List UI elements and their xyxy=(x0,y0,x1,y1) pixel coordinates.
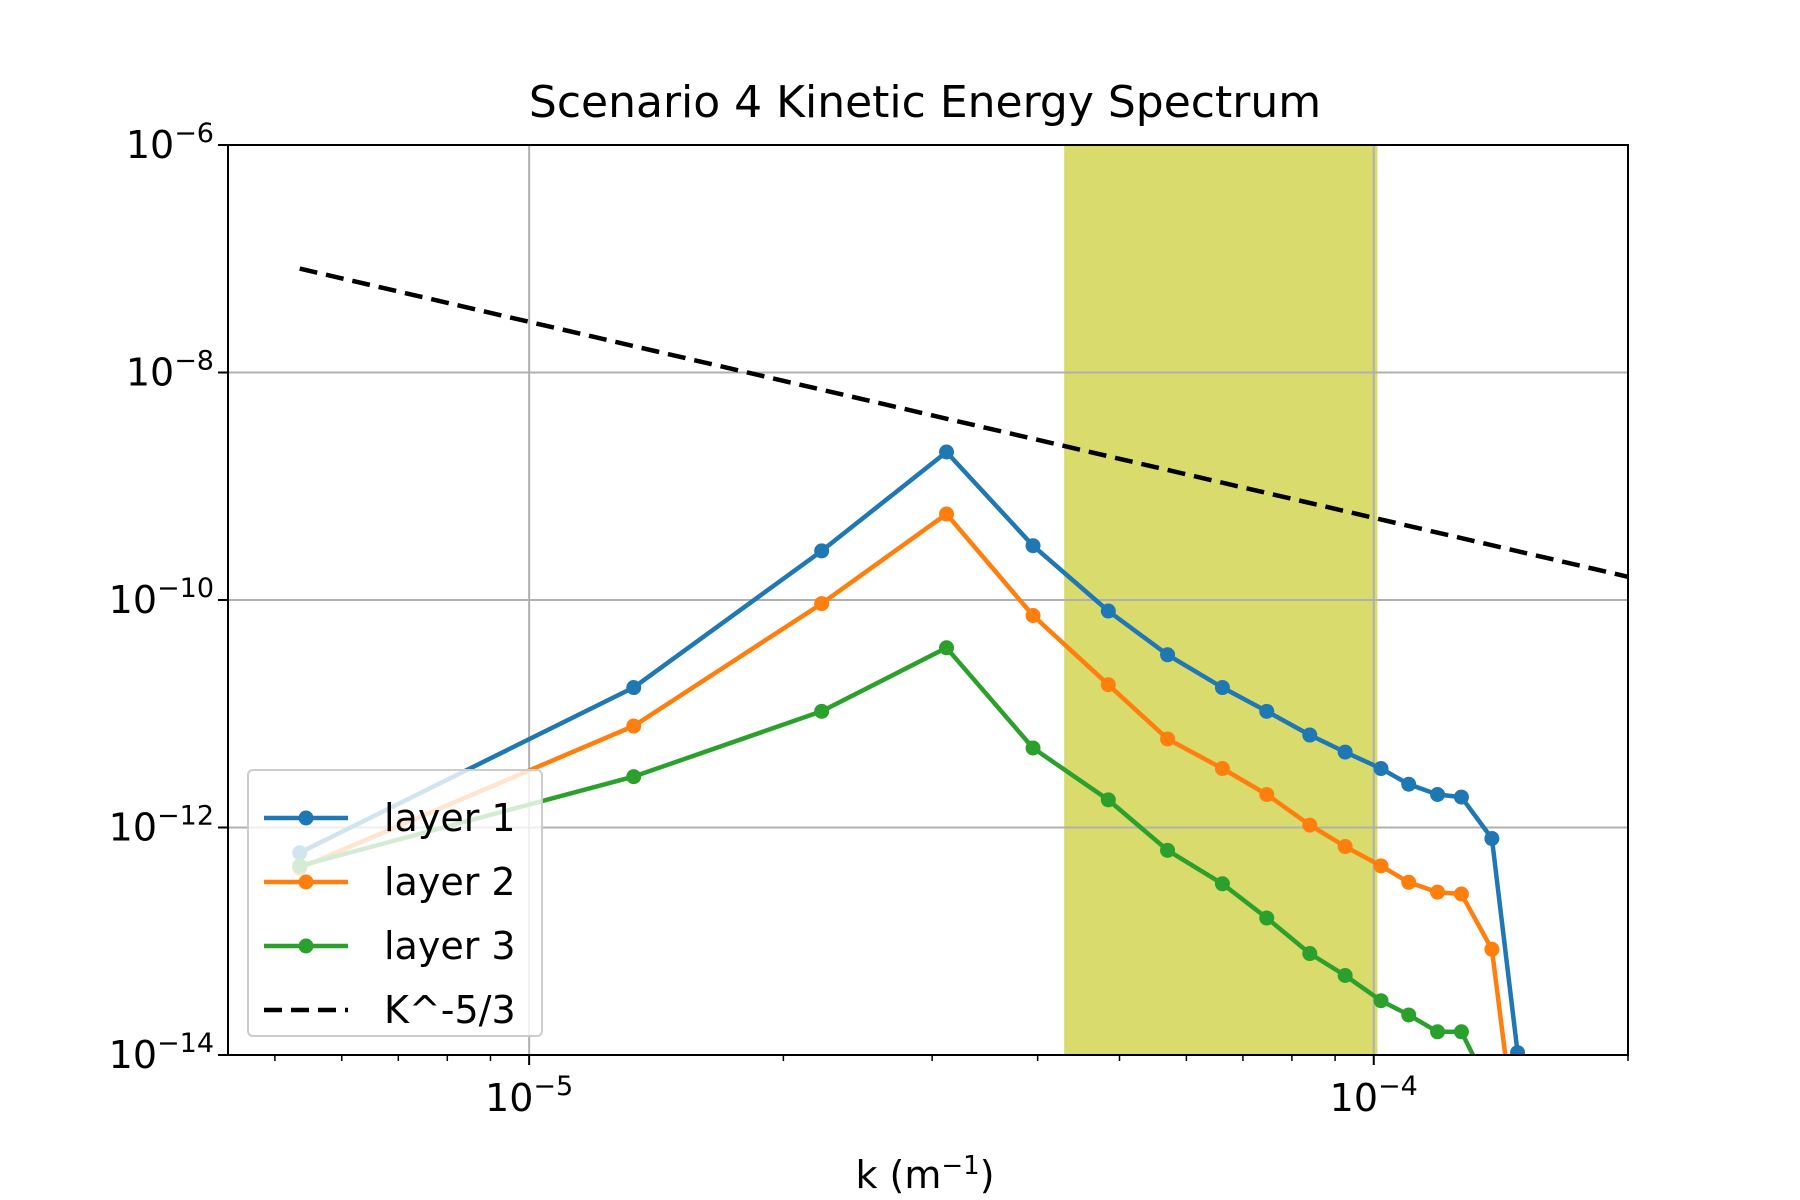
series-1 xyxy=(292,444,1526,1055)
data-point xyxy=(626,680,642,696)
legend-label: K^-5/3 xyxy=(384,988,516,1032)
data-point xyxy=(1510,1045,1526,1055)
data-point xyxy=(1453,789,1469,805)
legend-box xyxy=(247,769,543,1037)
legend-marker xyxy=(298,810,314,826)
legend-label: layer 3 xyxy=(384,924,516,968)
data-point xyxy=(814,703,830,719)
data-point xyxy=(939,506,955,522)
data-point xyxy=(1430,787,1446,803)
data-point xyxy=(626,769,642,785)
data-point xyxy=(1401,1007,1417,1023)
data-point xyxy=(939,444,955,460)
y-tick-label: 10−14 xyxy=(109,1028,214,1077)
data-point xyxy=(1337,967,1353,983)
data-point xyxy=(1484,941,1500,957)
data-point xyxy=(1025,740,1041,756)
data-point xyxy=(1214,680,1230,696)
data-point xyxy=(1401,776,1417,792)
data-point xyxy=(939,640,955,656)
data-point xyxy=(814,543,830,559)
data-point xyxy=(1373,761,1389,777)
data-point xyxy=(1302,946,1318,962)
y-tick-label: 10−8 xyxy=(126,346,214,395)
series-line xyxy=(299,645,1476,1055)
y-tick-label: 10−6 xyxy=(126,118,214,167)
x-tick-label: 10−5 xyxy=(485,1071,573,1120)
series-3 xyxy=(292,640,1476,1055)
legend-item: layer 2 xyxy=(264,860,516,904)
data-point xyxy=(1100,677,1116,693)
data-point xyxy=(1160,647,1176,663)
series-4 xyxy=(299,266,1628,579)
data-point xyxy=(1430,884,1446,900)
data-point xyxy=(1337,839,1353,855)
data-point xyxy=(814,596,830,612)
data-point xyxy=(1214,761,1230,777)
data-point xyxy=(1373,993,1389,1009)
legend-marker xyxy=(298,938,314,954)
data-point xyxy=(1025,608,1041,624)
data-point xyxy=(1025,538,1041,554)
legend-item: K^-5/3 xyxy=(264,988,516,1032)
data-point xyxy=(1160,842,1176,858)
x-axis-title: k (m−1) xyxy=(855,1151,994,1197)
data-point xyxy=(1401,874,1417,890)
data-point xyxy=(1430,1024,1446,1040)
legend-label: layer 2 xyxy=(384,860,516,904)
data-point xyxy=(1484,831,1500,847)
data-point xyxy=(1100,792,1116,808)
x-tick-label: 10−4 xyxy=(1330,1071,1418,1120)
y-tick-label: 10−10 xyxy=(109,573,214,622)
data-point xyxy=(1453,886,1469,902)
data-point xyxy=(1259,703,1275,719)
data-point xyxy=(1302,727,1318,743)
data-point xyxy=(1259,910,1275,926)
legend-marker xyxy=(298,874,314,890)
data-point xyxy=(1214,876,1230,892)
data-point xyxy=(1259,787,1275,803)
data-point xyxy=(1337,744,1353,760)
data-point xyxy=(626,718,642,734)
data-point xyxy=(1302,817,1318,833)
legend-label: layer 1 xyxy=(384,796,516,840)
chart-title: Scenario 4 Kinetic Energy Spectrum xyxy=(529,77,1321,128)
legend-item: layer 1 xyxy=(264,796,516,840)
data-point xyxy=(1453,1024,1469,1040)
data-point xyxy=(1373,858,1389,874)
data-point xyxy=(1100,603,1116,619)
legend-item: layer 3 xyxy=(264,924,516,968)
data-point xyxy=(1160,731,1176,747)
series-line xyxy=(299,266,1628,579)
y-tick-label: 10−12 xyxy=(109,801,214,850)
